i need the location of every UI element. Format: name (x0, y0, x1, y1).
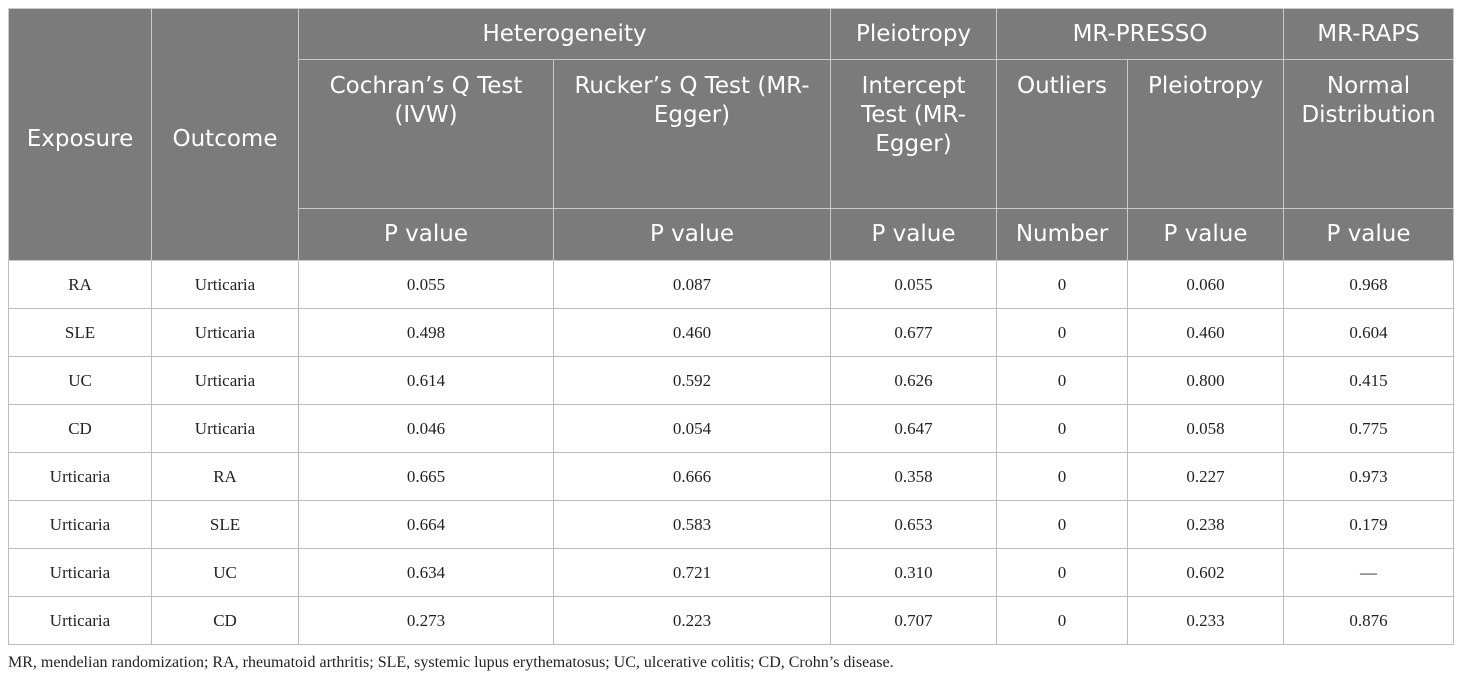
header-intercept-test: Intercept Test (MR-Egger) (830, 59, 998, 209)
raps-p-cell: 0.415 (1283, 356, 1455, 405)
presso-p-cell: 0.800 (1127, 356, 1285, 405)
outcome-cell: UC (151, 548, 299, 597)
table-row: Urticaria UC 0.634 0.721 0.310 0 0.602— (8, 548, 1455, 597)
outcome-cell: CD (151, 596, 299, 645)
results-table-container: Exposure Outcome Heterogeneity Pleiotrop… (8, 8, 1455, 672)
outcome-cell: RA (151, 452, 299, 501)
intercept-p-cell: 0.653 (830, 500, 998, 549)
presso-p-cell: 0.233 (1127, 596, 1285, 645)
outliers-number-cell: 0 (996, 500, 1129, 549)
header-unit-rucker: P value (552, 208, 832, 261)
table-row: Urticaria SLE 0.664 0.583 0.653 0 0.238 0.179 (8, 500, 1455, 549)
header-outcome: Outcome (151, 8, 299, 261)
header-mr-raps: MR-RAPS (1283, 8, 1455, 60)
raps-p-cell: 0.973 (1283, 452, 1455, 501)
rucker-p-cell: 0.721 (552, 548, 832, 597)
outcome-cell: SLE (151, 500, 299, 549)
cochran-p-cell: 0.664 (298, 500, 554, 549)
header-heterogeneity: Heterogeneity (297, 8, 832, 60)
table-body: RA Urticaria 0.055 0.087 0.055 0 0.060 0.968 SLE… (8, 260, 1455, 645)
table-row: CD Urticaria 0.046 0.054 0.647 0 0.058 0.775 (8, 404, 1455, 453)
presso-p-cell: 0.060 (1127, 260, 1285, 309)
header-cochran-q: Cochran’s Q Test (IVW) (298, 59, 554, 209)
outcome-cell: Urticaria (151, 356, 299, 405)
header-normal-distribution: Normal Distribution (1283, 59, 1455, 209)
intercept-p-cell: 0.707 (830, 596, 998, 645)
outcome-cell: Urticaria (151, 308, 299, 357)
outliers-number-cell: 0 (996, 260, 1129, 309)
cochran-p-cell: 0.634 (298, 548, 554, 597)
rucker-p-cell: 0.054 (552, 404, 832, 453)
table-row: Urticaria CD 0.273 0.223 0.707 0 0.233 0.876 (8, 596, 1455, 645)
cochran-p-cell: 0.273 (298, 596, 554, 645)
outcome-cell: Urticaria (151, 260, 299, 309)
presso-p-cell: 0.238 (1127, 500, 1285, 549)
outliers-number-cell: 0 (996, 404, 1129, 453)
rucker-p-cell: 0.666 (552, 452, 832, 501)
exposure-cell: CD (8, 404, 152, 453)
outliers-number-cell: 0 (996, 356, 1129, 405)
presso-p-cell: 0.058 (1127, 404, 1285, 453)
intercept-p-cell: 0.626 (830, 356, 998, 405)
rucker-p-cell: 0.460 (552, 308, 832, 357)
header-mr-presso: MR-PRESSO (996, 8, 1285, 60)
cochran-p-cell: 0.614 (298, 356, 554, 405)
raps-p-cell: 0.968 (1283, 260, 1455, 309)
exposure-cell: SLE (8, 308, 152, 357)
header-rucker-q: Rucker’s Q Test (MR-Egger) (552, 59, 832, 209)
header-pleiotropy: Pleiotropy (830, 8, 998, 60)
rucker-p-cell: 0.583 (552, 500, 832, 549)
intercept-p-cell: 0.055 (830, 260, 998, 309)
header-unit-outliers: Number (996, 208, 1129, 261)
header-unit-cochran: P value (298, 208, 554, 261)
cochran-p-cell: 0.665 (298, 452, 554, 501)
cochran-p-cell: 0.055 (298, 260, 554, 309)
raps-p-cell: — (1283, 548, 1455, 597)
table-footnote: MR, mendelian randomization; RA, rheumat… (8, 654, 894, 671)
raps-p-cell: 0.179 (1283, 500, 1455, 549)
intercept-p-cell: 0.677 (830, 308, 998, 357)
table-header: Exposure Outcome Heterogeneity Pleiotrop… (8, 8, 1455, 261)
presso-p-cell: 0.460 (1127, 308, 1285, 357)
exposure-cell: Urticaria (8, 596, 152, 645)
outcome-cell: Urticaria (151, 404, 299, 453)
intercept-p-cell: 0.310 (830, 548, 998, 597)
rucker-p-cell: 0.592 (552, 356, 832, 405)
mr-sensitivity-table: Exposure Outcome Heterogeneity Pleiotrop… (8, 8, 1455, 645)
exposure-cell: UC (8, 356, 152, 405)
header-outliers: Outliers (996, 59, 1129, 209)
header-presso-pleiotropy: Pleiotropy (1127, 59, 1285, 209)
presso-p-cell: 0.602 (1127, 548, 1285, 597)
raps-p-cell: 0.604 (1283, 308, 1455, 357)
table-row: RA Urticaria 0.055 0.087 0.055 0 0.060 0.968 (8, 260, 1455, 309)
outliers-number-cell: 0 (996, 308, 1129, 357)
cochran-p-cell: 0.046 (298, 404, 554, 453)
header-exposure: Exposure (8, 8, 152, 261)
cochran-p-cell: 0.498 (298, 308, 554, 357)
raps-p-cell: 0.876 (1283, 596, 1455, 645)
exposure-cell: Urticaria (8, 500, 152, 549)
exposure-cell: Urticaria (8, 452, 152, 501)
raps-p-cell: 0.775 (1283, 404, 1455, 453)
rucker-p-cell: 0.087 (552, 260, 832, 309)
intercept-p-cell: 0.358 (830, 452, 998, 501)
outliers-number-cell: 0 (996, 548, 1129, 597)
header-unit-raps: P value (1283, 208, 1455, 261)
header-unit-presso: P value (1127, 208, 1285, 261)
table-row: Urticaria RA 0.665 0.666 0.358 0 0.227 0.973 (8, 452, 1455, 501)
outliers-number-cell: 0 (996, 596, 1129, 645)
outliers-number-cell: 0 (996, 452, 1129, 501)
header-unit-intercept: P value (830, 208, 998, 261)
table-row: UC Urticaria 0.614 0.592 0.626 0 0.800 0.415 (8, 356, 1455, 405)
exposure-cell: Urticaria (8, 548, 152, 597)
intercept-p-cell: 0.647 (830, 404, 998, 453)
presso-p-cell: 0.227 (1127, 452, 1285, 501)
exposure-cell: RA (8, 260, 152, 309)
rucker-p-cell: 0.223 (552, 596, 832, 645)
table-row: SLE Urticaria 0.498 0.460 0.677 0 0.460 0.604 (8, 308, 1455, 357)
